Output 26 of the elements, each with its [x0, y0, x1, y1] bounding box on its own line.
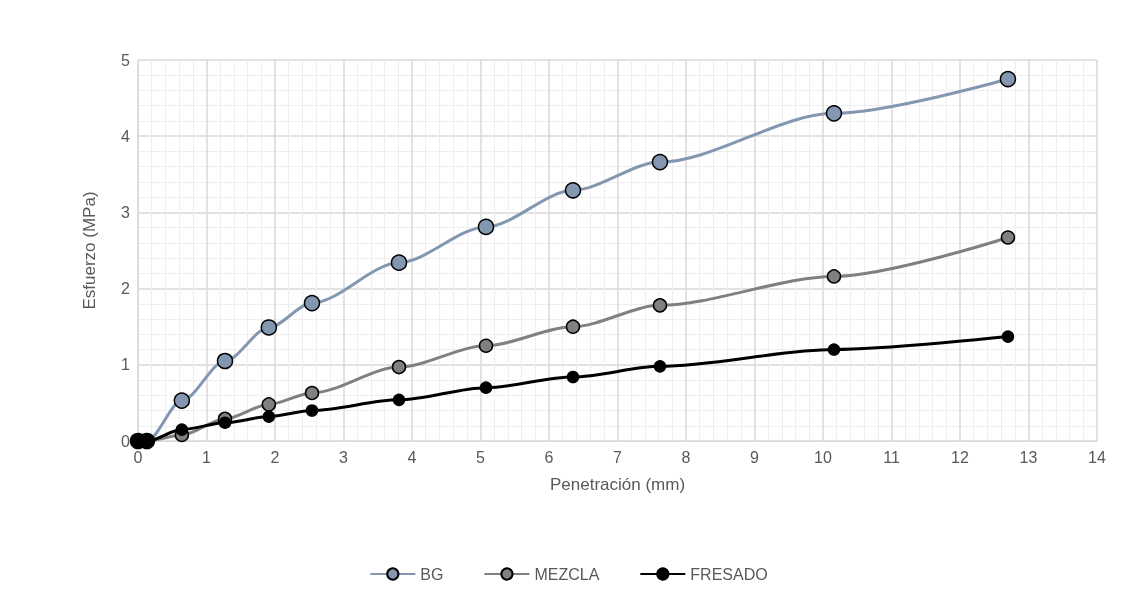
x-tick-label: 7 [613, 448, 623, 466]
x-tick-label: 4 [407, 448, 417, 466]
y-tick-label: 0 [121, 432, 131, 450]
x-tick-label: 2 [270, 448, 280, 466]
y-axis-title: Esfuerzo (MPa) [80, 191, 99, 310]
x-tick-label: 1 [202, 448, 212, 466]
x-tick-label: 0 [133, 448, 143, 466]
x-tick-label: 12 [951, 448, 969, 466]
legend-label: BG [420, 565, 444, 583]
y-tick-label: 2 [121, 280, 131, 298]
x-tick-label: 11 [883, 448, 900, 466]
x-tick-label: 10 [814, 448, 832, 466]
x-tick-label: 3 [339, 448, 349, 466]
y-tick-label: 4 [121, 127, 131, 145]
x-tick-label: 13 [1019, 448, 1038, 466]
y-tick-label: 5 [121, 51, 131, 69]
y-tick-label: 1 [121, 356, 131, 374]
legend-label: MEZCLA [534, 565, 600, 583]
y-tick-label: 3 [121, 203, 131, 221]
x-axis-title: Penetración (mm) [549, 475, 686, 494]
x-tick-label: 8 [681, 448, 691, 466]
x-tick-label: 5 [476, 448, 486, 466]
legend-label: FRESADO [690, 565, 768, 583]
x-tick-label: 6 [544, 448, 554, 466]
x-tick-label: 9 [750, 448, 760, 466]
x-tick-label: 14 [1088, 448, 1106, 466]
